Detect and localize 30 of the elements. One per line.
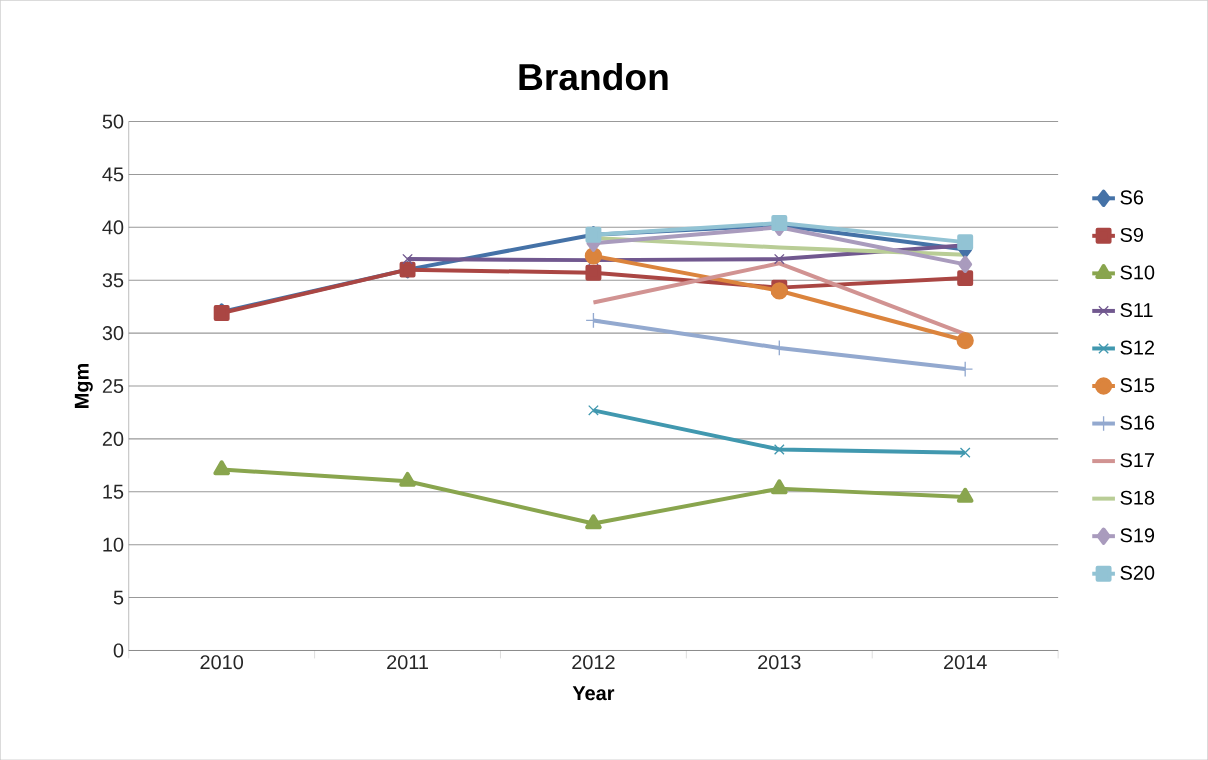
chart-title: Brandon bbox=[519, 62, 668, 91]
x-tick-label: 2013 bbox=[758, 655, 801, 670]
legend-label: S9 bbox=[1120, 227, 1143, 242]
legend-label: S20 bbox=[1120, 565, 1155, 580]
legend-label: S19 bbox=[1120, 528, 1155, 543]
x-tick-label: 2011 bbox=[387, 655, 428, 670]
y-tick-label: 0 bbox=[113, 643, 124, 658]
x-tick-label: 2010 bbox=[200, 655, 244, 670]
legend-label: S6 bbox=[1120, 190, 1144, 205]
y-tick-label: 50 bbox=[102, 114, 124, 129]
legend-label: S16 bbox=[1120, 415, 1155, 430]
legend-label: S15 bbox=[1120, 377, 1155, 393]
y-axis-title: Mgm bbox=[74, 363, 93, 408]
y-tick-label: 25 bbox=[102, 378, 124, 393]
legend-label: S10 bbox=[1120, 265, 1155, 280]
y-tick-label: 35 bbox=[102, 273, 124, 288]
legend-label: S11 bbox=[1120, 302, 1153, 317]
y-tick-label: 30 bbox=[102, 325, 124, 341]
y-tick-label: 20 bbox=[102, 431, 124, 446]
y-tick-label: 40 bbox=[102, 220, 124, 235]
y-tick-label: 5 bbox=[113, 590, 124, 605]
x-tick-label: 2012 bbox=[572, 655, 615, 670]
legend-label: S12 bbox=[1120, 340, 1155, 355]
x-axis-title: Year bbox=[572, 686, 615, 701]
legend-label: S18 bbox=[1120, 490, 1155, 505]
x-tick-label: 2014 bbox=[944, 655, 987, 670]
y-tick-label: 45 bbox=[102, 167, 124, 182]
legend-label: S17 bbox=[1120, 453, 1155, 468]
y-tick-label: 10 bbox=[103, 537, 124, 552]
y-tick-label: 15 bbox=[103, 484, 124, 499]
